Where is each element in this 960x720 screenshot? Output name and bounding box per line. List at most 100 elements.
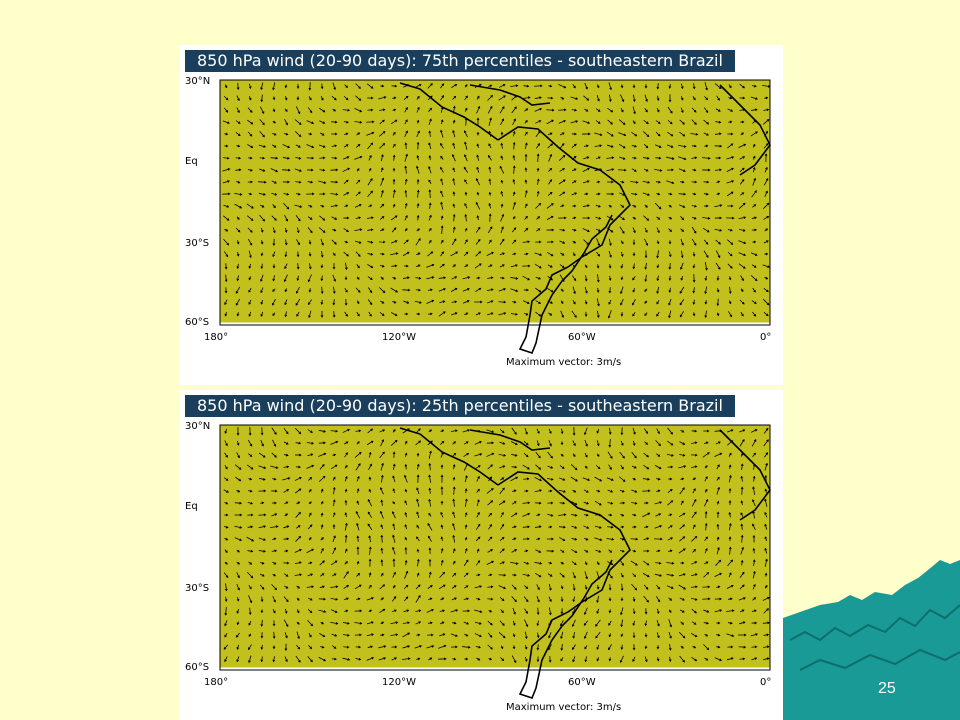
shaded-cell xyxy=(726,612,738,624)
wind-vector-head xyxy=(368,488,372,492)
shaded-cell xyxy=(748,491,760,503)
wind-vector-head xyxy=(731,180,735,183)
wind-vector-head xyxy=(634,144,637,148)
wind-vector-head xyxy=(238,467,242,470)
wind-vector-head xyxy=(322,463,325,467)
wind-vector xyxy=(643,215,649,221)
wind-vector-head xyxy=(671,181,675,185)
shaded-cell xyxy=(308,656,320,668)
wind-vector-head xyxy=(632,99,636,103)
shaded-cell xyxy=(605,568,617,580)
wind-vector xyxy=(486,453,494,457)
wind-vector-head xyxy=(295,303,299,306)
wind-vector-head xyxy=(239,501,242,505)
shaded-cell xyxy=(539,124,551,136)
wind-vector xyxy=(654,501,662,505)
wind-vector-head xyxy=(767,265,771,268)
wind-vector-head xyxy=(440,119,444,123)
shaded-cell xyxy=(231,546,243,558)
wind-vector-head xyxy=(358,429,362,433)
wind-vector xyxy=(259,119,265,125)
shaded-cell xyxy=(264,289,276,301)
wind-vector-head xyxy=(754,278,758,282)
shaded-cell xyxy=(242,502,254,514)
shaded-cell xyxy=(594,612,606,624)
wind-vector xyxy=(762,298,770,306)
shaded-cell xyxy=(352,623,364,635)
shaded-cell xyxy=(737,535,749,547)
wind-vector xyxy=(643,452,649,458)
wind-vector xyxy=(390,119,398,125)
shaded-cell xyxy=(308,425,320,437)
shaded-cell xyxy=(605,590,617,602)
shaded-cell xyxy=(759,524,771,536)
shaded-cell xyxy=(253,601,265,613)
shaded-cell xyxy=(528,234,540,246)
shaded-cell xyxy=(440,179,452,191)
wind-vector xyxy=(294,477,302,481)
shaded-cell xyxy=(242,102,254,114)
shaded-cell xyxy=(484,278,496,290)
shaded-cell xyxy=(660,102,672,114)
shaded-cell xyxy=(220,491,232,503)
shaded-cell xyxy=(594,425,606,437)
wind-vector xyxy=(258,192,266,196)
shaded-cell xyxy=(253,568,265,580)
wind-vector-head xyxy=(430,251,434,254)
shaded-cell xyxy=(495,223,507,235)
shaded-cell xyxy=(517,612,529,624)
wind-vector-head xyxy=(382,119,385,123)
shaded-cell xyxy=(473,436,485,448)
wind-vector-head xyxy=(262,122,265,126)
wind-vector xyxy=(247,550,253,552)
shaded-cell xyxy=(253,557,265,569)
shaded-cell xyxy=(594,223,606,235)
shaded-cell xyxy=(429,201,441,213)
shaded-cell xyxy=(671,579,683,591)
wind-vector xyxy=(571,310,577,318)
wind-vector-head xyxy=(308,289,312,293)
shaded-cell xyxy=(363,311,375,323)
wind-vector-head xyxy=(539,107,543,111)
wind-vector-head xyxy=(669,216,673,220)
shaded-cell xyxy=(407,612,419,624)
wind-vector xyxy=(475,465,481,469)
shaded-cell xyxy=(715,135,727,147)
shaded-cell xyxy=(605,480,617,492)
wind-vector-head xyxy=(368,535,371,538)
wind-vector-head xyxy=(405,312,409,316)
shaded-cell xyxy=(517,245,529,257)
shaded-cell xyxy=(594,590,606,602)
wind-vector-head xyxy=(596,454,600,457)
wind-vector-head xyxy=(370,178,373,181)
shaded-cell xyxy=(231,634,243,646)
shaded-cell xyxy=(319,190,331,202)
wind-vector-head xyxy=(335,168,339,172)
wind-vector xyxy=(234,525,242,529)
wind-vector xyxy=(594,132,602,136)
shaded-cell xyxy=(473,557,485,569)
shaded-cell xyxy=(286,491,298,503)
shaded-cell xyxy=(572,524,584,536)
shaded-cell xyxy=(286,267,298,279)
shaded-cell xyxy=(385,157,397,169)
wind-vector xyxy=(559,191,565,197)
wind-vector-head xyxy=(285,122,288,126)
shaded-cell xyxy=(385,91,397,103)
wind-vector xyxy=(333,299,335,305)
shaded-cell xyxy=(627,256,639,268)
wind-vector-head xyxy=(416,189,420,193)
shaded-cell xyxy=(583,201,595,213)
wind-vector-head xyxy=(345,240,349,244)
shaded-cell xyxy=(352,289,364,301)
shaded-cell xyxy=(385,623,397,635)
shaded-cell xyxy=(330,179,342,191)
wind-vector-head xyxy=(428,202,432,206)
wind-vector xyxy=(547,143,553,149)
shaded-cell xyxy=(759,91,771,103)
shaded-cell xyxy=(418,502,430,514)
shaded-cell xyxy=(495,168,507,180)
shaded-cell xyxy=(396,146,408,158)
wind-vector xyxy=(510,476,518,482)
shaded-cell xyxy=(462,289,474,301)
